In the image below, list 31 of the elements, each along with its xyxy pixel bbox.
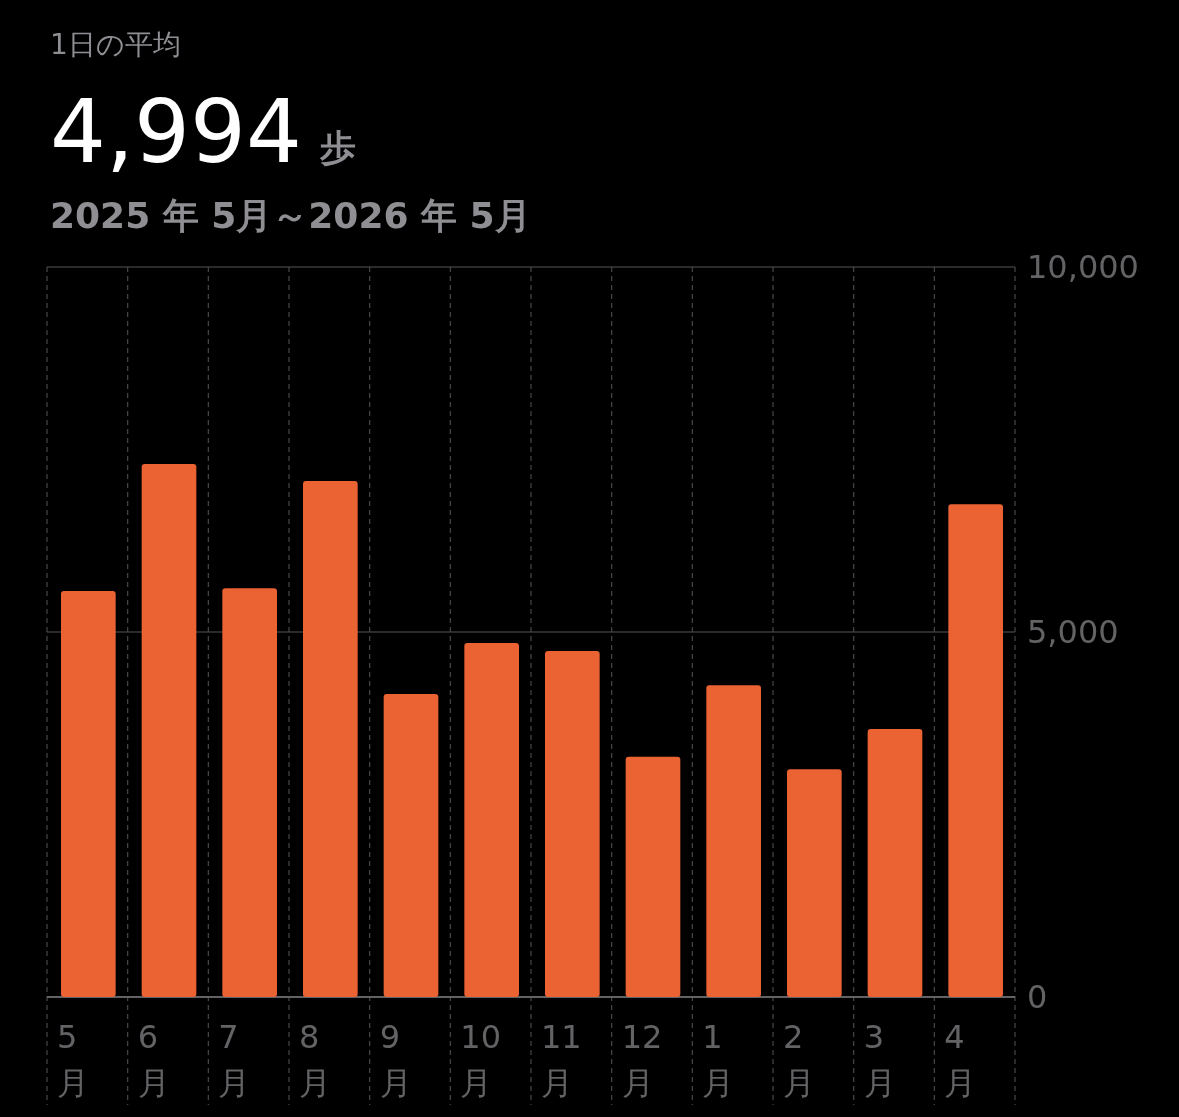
bar: [867, 729, 923, 997]
bar: [706, 685, 761, 997]
x-tick-label: 2月: [783, 1018, 815, 1102]
x-tick-label: 9月: [379, 1018, 412, 1102]
bar: [464, 642, 519, 997]
bar: [303, 480, 358, 997]
text: 歩: [318, 127, 356, 168]
bar: [222, 588, 277, 997]
bar: [545, 650, 600, 997]
x-tick-label: 7月: [218, 1018, 251, 1102]
bar: [625, 756, 681, 997]
x-tick-label: 12月: [621, 1018, 663, 1102]
x-tick-label: 3月: [863, 1018, 896, 1102]
x-tick-label: 10月: [460, 1018, 502, 1102]
x-tick-label: 6月: [137, 1018, 170, 1102]
bar: [61, 591, 116, 997]
bar: [948, 504, 1003, 997]
x-tick-label: 1月: [702, 1018, 735, 1102]
bar: [787, 769, 842, 997]
x-tick-label: 5月: [57, 1018, 89, 1102]
chart-title: 1日の平均: [50, 28, 181, 61]
text: 4,994: [50, 80, 302, 183]
text: 2025 年 5月～2026 年 5月: [50, 195, 531, 236]
x-tick-label: 8月: [299, 1018, 331, 1102]
bar: [141, 464, 197, 997]
y-tick-label: 10,000: [1027, 248, 1139, 287]
x-tick-label: 11月: [541, 1018, 582, 1102]
y-tick-label: 0: [1027, 978, 1048, 1017]
bar: [383, 694, 439, 997]
y-tick-label: 5,000: [1027, 613, 1119, 652]
x-tick-label: 4月: [944, 1018, 977, 1102]
